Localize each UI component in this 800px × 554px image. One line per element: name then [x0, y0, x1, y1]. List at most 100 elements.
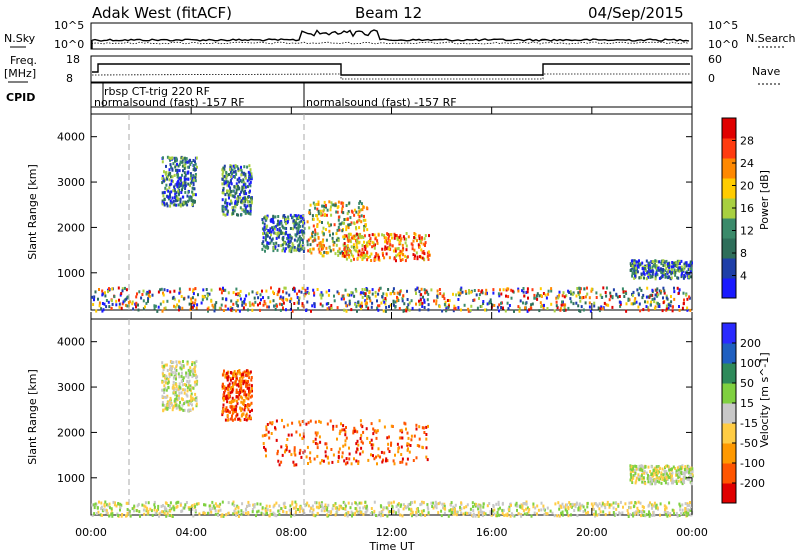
range-cell	[368, 296, 371, 300]
range-cell	[307, 238, 310, 242]
range-cell	[405, 462, 408, 466]
range-cell	[91, 503, 94, 507]
range-cell	[602, 502, 604, 506]
range-cell	[678, 473, 681, 477]
range-cell	[504, 309, 507, 313]
range-cell	[394, 247, 397, 251]
range-cell	[576, 514, 579, 518]
range-cell	[247, 200, 249, 204]
range-cell	[530, 306, 533, 310]
range-cell	[363, 292, 366, 295]
range-cell	[299, 448, 302, 452]
range-cell	[327, 503, 330, 507]
range-cell	[163, 197, 166, 201]
range-cell	[302, 221, 304, 224]
range-cell	[682, 291, 685, 295]
range-cell	[331, 460, 334, 464]
range-cell	[423, 237, 426, 241]
range-cell	[236, 178, 239, 182]
range-cell	[418, 303, 421, 306]
range-cell	[246, 405, 249, 409]
range-cell	[364, 223, 367, 227]
range-cell	[174, 189, 177, 193]
range-cell	[164, 381, 167, 385]
range-cell	[408, 301, 411, 305]
range-cell	[282, 247, 285, 251]
range-cell	[676, 264, 679, 268]
range-cell	[586, 292, 589, 296]
range-cell	[287, 240, 290, 244]
range-cell	[394, 249, 397, 253]
range-cell	[307, 291, 310, 295]
range-cell	[406, 289, 408, 293]
range-cell	[321, 505, 324, 509]
range-cell	[660, 270, 663, 274]
range-cell	[181, 164, 184, 168]
range-cell	[345, 225, 348, 229]
range-cell	[330, 201, 333, 205]
range-cell	[507, 295, 510, 299]
range-cell	[92, 503, 95, 507]
range-cell	[362, 291, 365, 295]
range-cell	[261, 289, 263, 293]
range-cell	[412, 459, 415, 462]
range-cell	[410, 242, 413, 246]
range-cell	[224, 176, 227, 180]
range-cell	[405, 506, 408, 510]
range-cell	[349, 232, 352, 236]
range-cell	[609, 291, 612, 295]
range-cell	[419, 298, 422, 302]
colorbar-swatch	[722, 403, 736, 424]
range-cell	[230, 417, 233, 421]
range-cell	[222, 514, 225, 518]
range-cell	[177, 372, 180, 376]
range-cell	[354, 501, 357, 505]
range-cell	[236, 213, 238, 217]
range-cell	[308, 456, 311, 460]
range-cell	[181, 183, 184, 187]
range-cell	[689, 275, 692, 279]
range-cell	[563, 305, 566, 309]
range-cell	[654, 273, 657, 277]
range-cell	[499, 288, 501, 292]
range-cell	[631, 264, 634, 268]
range-cell	[164, 508, 166, 512]
range-cell	[499, 506, 501, 510]
range-cell	[306, 239, 309, 243]
range-cell	[207, 309, 209, 313]
range-cell	[328, 223, 331, 227]
range-cell	[247, 373, 250, 376]
range-cell	[240, 400, 243, 404]
range-cell	[336, 210, 339, 214]
range-cell	[689, 270, 692, 274]
range-cell	[521, 506, 524, 510]
range-cell	[249, 168, 252, 172]
range-cell	[166, 368, 169, 372]
range-cell	[243, 408, 246, 412]
range-cell	[383, 236, 386, 240]
range-cell	[372, 454, 374, 458]
colorbar-swatch	[722, 258, 736, 279]
range-cell	[568, 501, 571, 505]
range-cell	[298, 510, 301, 514]
range-cell	[396, 253, 399, 257]
range-cell	[227, 307, 230, 311]
range-cell	[550, 287, 553, 291]
range-cell	[302, 224, 305, 228]
range-cell	[242, 511, 245, 515]
range-cell	[246, 374, 249, 378]
range-cell	[178, 408, 181, 412]
range-cell	[206, 292, 209, 296]
range-cell	[162, 408, 165, 412]
range-cell	[189, 366, 192, 370]
range-cell	[241, 502, 244, 506]
range-cell	[320, 247, 323, 251]
range-cell	[395, 254, 398, 258]
range-cell	[243, 203, 246, 207]
range-cell	[279, 229, 282, 233]
range-cell	[403, 237, 406, 241]
range-cell	[272, 228, 274, 232]
range-cell	[366, 508, 369, 512]
range-cell	[247, 403, 249, 407]
